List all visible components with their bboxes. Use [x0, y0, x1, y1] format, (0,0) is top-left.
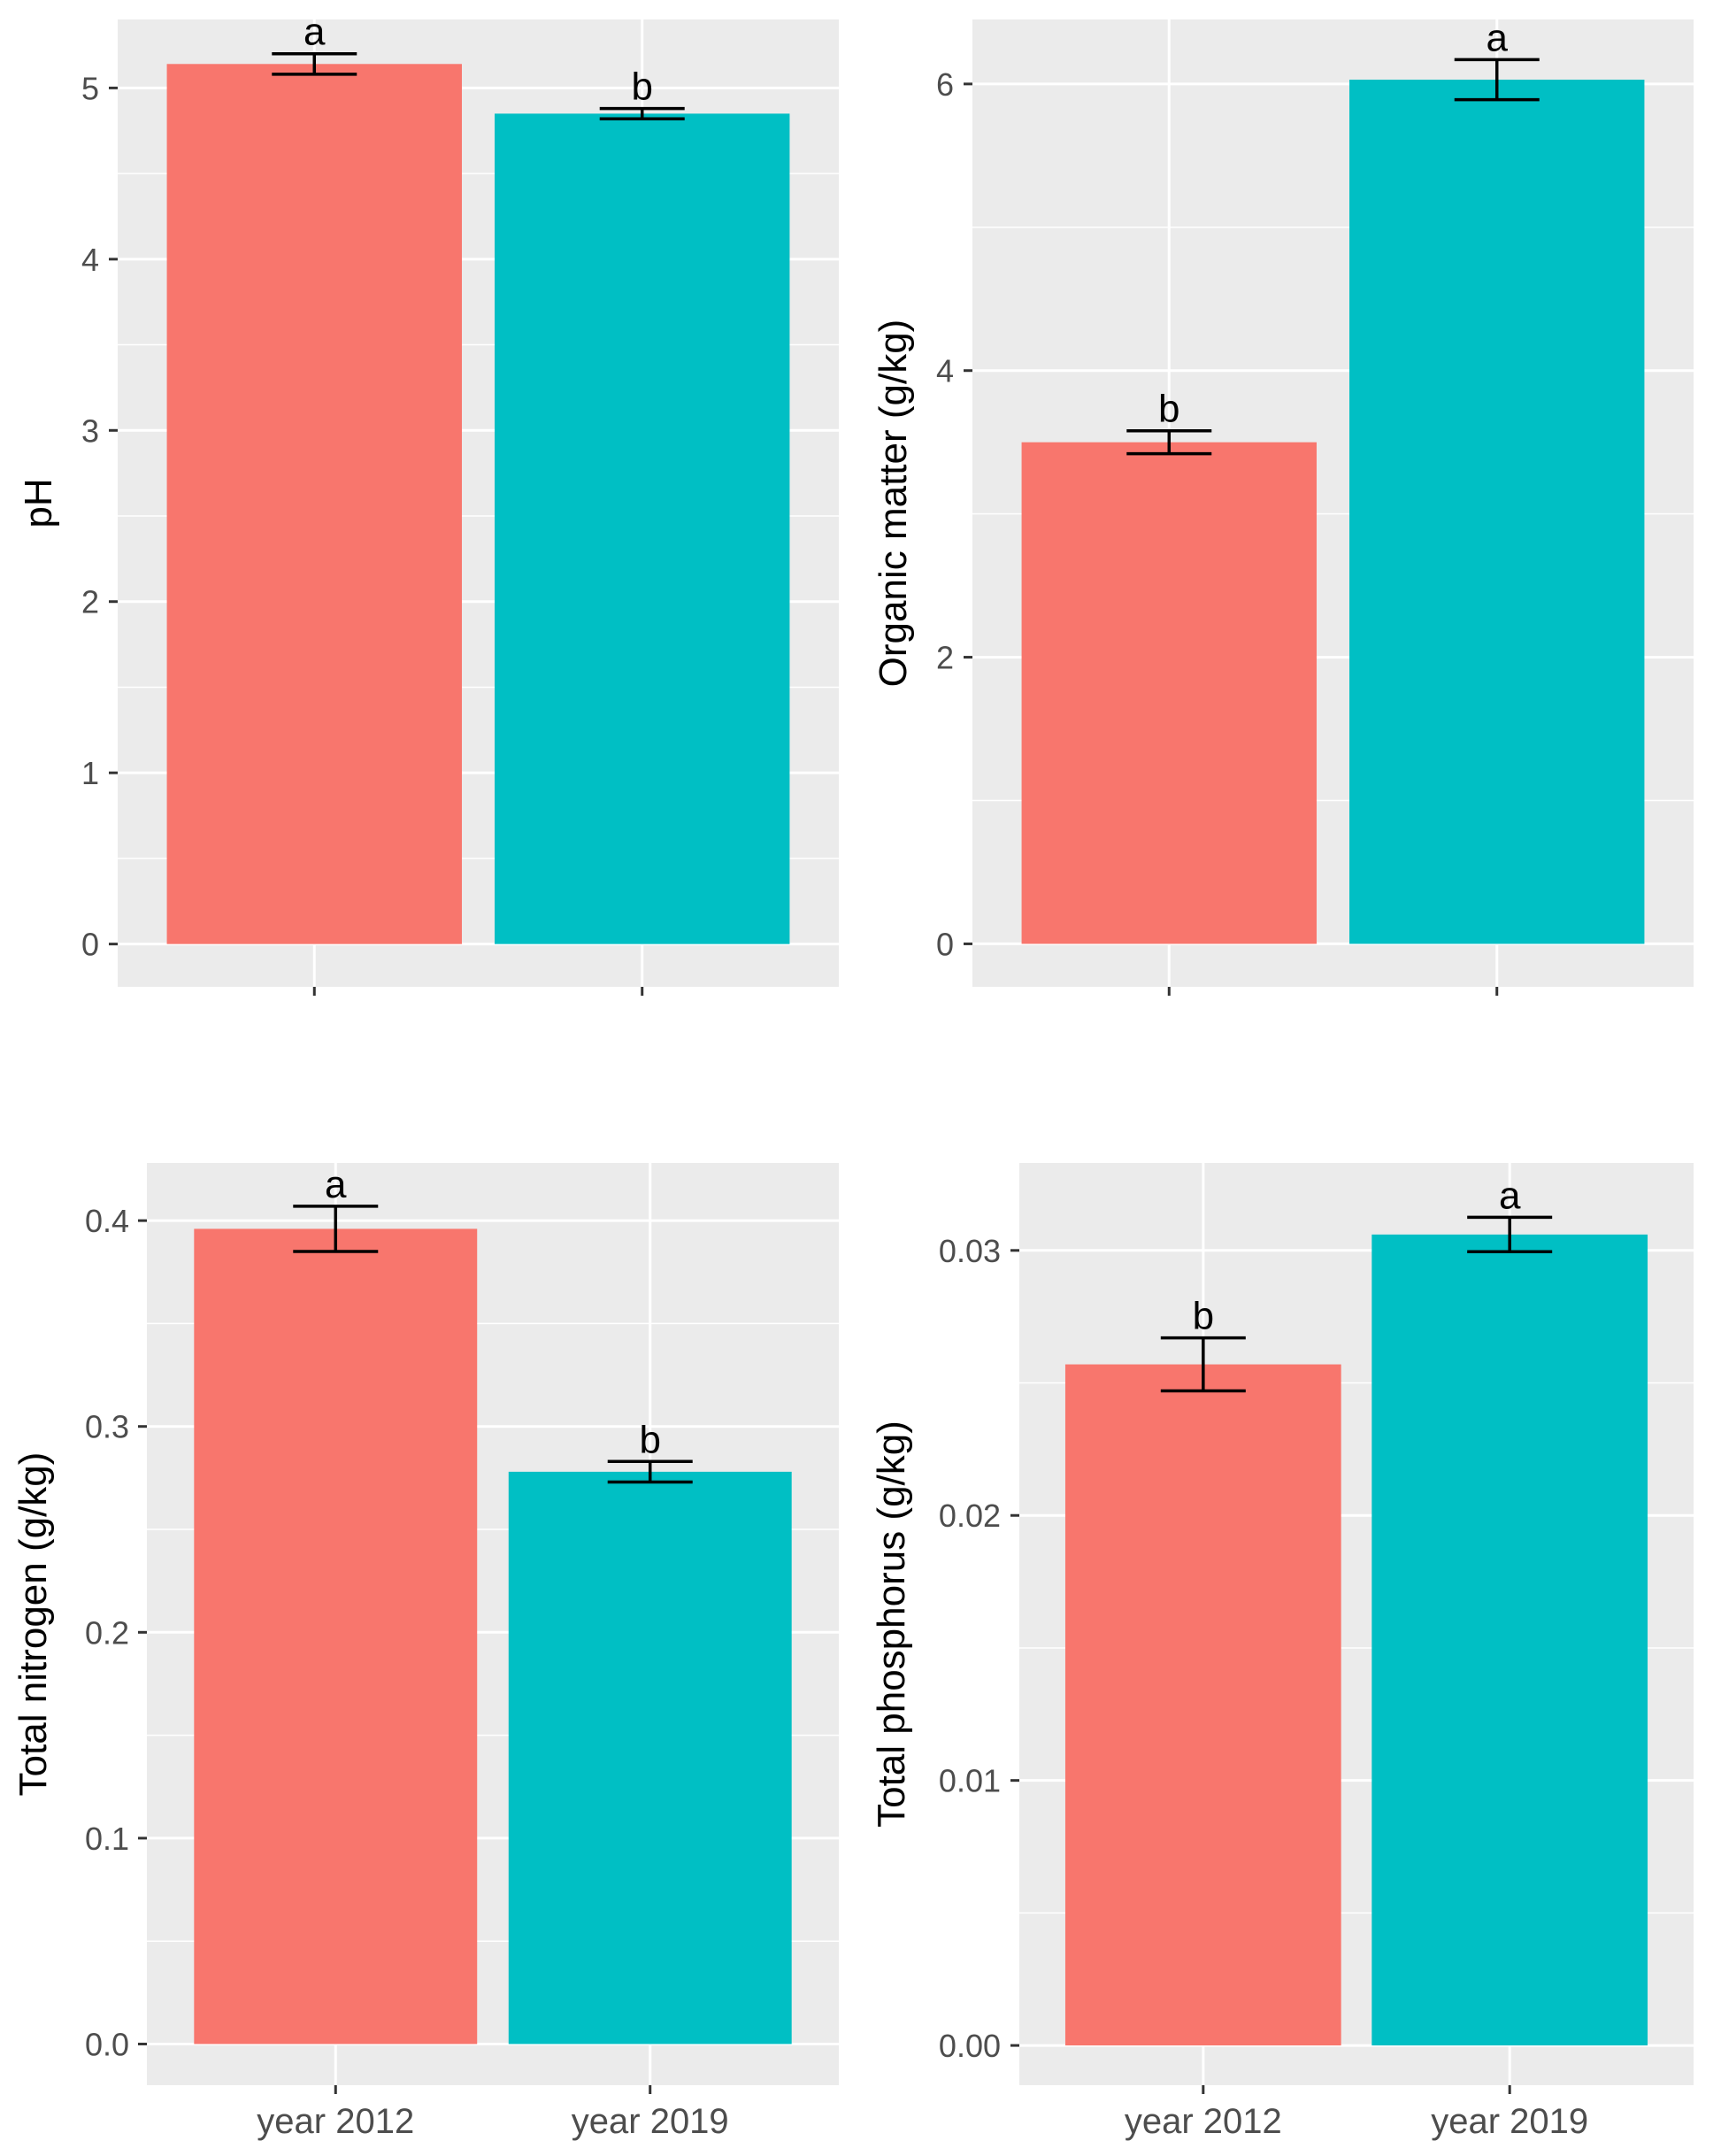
error-bar: [293, 1205, 379, 1253]
x-tick-label: year 2012: [257, 2102, 414, 2141]
chart-panel-total-nitrogen: a b 0.0 0.1 0.2 0.3 0.4 year 2012 year 2019 Total…: [12, 1163, 839, 2141]
significance-letter: b: [631, 65, 652, 109]
y-tick-label: 0.4: [85, 1203, 129, 1239]
bar-year-2012: [194, 1228, 478, 2044]
bar-year-2019: [1371, 1234, 1648, 2046]
y-tick-label: 1: [81, 755, 99, 791]
x-tick-label: year 2019: [1431, 2102, 1588, 2141]
y-tick-label: 3: [81, 412, 99, 449]
y-axis-title: Organic matter (g/kg): [872, 320, 915, 688]
significance-letter: b: [639, 1418, 660, 1461]
error-bar: [1126, 428, 1212, 456]
y-axis-title: Total phosphorus (g/kg): [870, 1421, 913, 1828]
y-tick-label: 0.03: [939, 1233, 1001, 1269]
significance-letter: a: [325, 1163, 347, 1206]
y-tick-label: 0: [936, 926, 954, 962]
y-axis-title: pH: [17, 478, 60, 527]
y-tick-label: 0.01: [939, 1763, 1001, 1799]
error-bar: [599, 106, 685, 120]
y-tick-label: 0.2: [85, 1614, 129, 1651]
y-tick-label: 0.0: [85, 2026, 129, 2062]
y-tick-label: 6: [936, 66, 954, 103]
y-tick-label: 4: [936, 353, 954, 389]
bar-year-2012: [1021, 442, 1317, 944]
x-tick-label: year 2019: [572, 2102, 729, 2141]
bar-year-2019: [508, 1471, 792, 2044]
error-bar: [607, 1459, 693, 1484]
y-tick-label: 0.02: [939, 1498, 1001, 1534]
y-tick-label: 0.1: [85, 1821, 129, 1857]
bar-year-2012: [166, 64, 462, 944]
error-bar: [1454, 58, 1540, 102]
error-bar: [1467, 1215, 1553, 1254]
chart-layer: a b 0 1 2 3 4 5 pH b a 0 2 4 6 Organic matter (g/kg) a b 0…: [12, 11, 1694, 2141]
error-bar: [1160, 1336, 1246, 1393]
error-bar: [272, 51, 357, 76]
y-tick-label: 4: [81, 242, 99, 278]
y-axis-title: Total nitrogen (g/kg): [12, 1452, 55, 1797]
significance-letter: b: [1158, 388, 1179, 431]
chart-panel-total-phosphorus: b a 0.00 0.01 0.02 0.03 year 2012 year 2019 Tota…: [870, 1163, 1694, 2141]
chart-panel-ph: a b 0 1 2 3 4 5 pH: [17, 11, 839, 996]
y-tick-label: 5: [81, 70, 99, 106]
bar-year-2012: [1064, 1364, 1341, 2046]
y-tick-label: 0.00: [939, 2028, 1001, 2064]
significance-letter: b: [1193, 1295, 1214, 1338]
significance-letter: a: [1499, 1174, 1521, 1217]
x-tick-label: year 2012: [1125, 2102, 1282, 2141]
y-tick-label: 0.3: [85, 1409, 129, 1445]
significance-letter: a: [1486, 16, 1508, 59]
y-tick-label: 2: [936, 640, 954, 676]
bar-year-2019: [495, 113, 790, 944]
y-tick-label: 2: [81, 584, 99, 620]
significance-letter: a: [303, 11, 326, 54]
y-tick-label: 0: [81, 927, 99, 963]
chart-panel-organic-matter: b a 0 2 4 6 Organic matter (g/kg): [872, 16, 1694, 996]
bar-year-2019: [1349, 80, 1645, 944]
